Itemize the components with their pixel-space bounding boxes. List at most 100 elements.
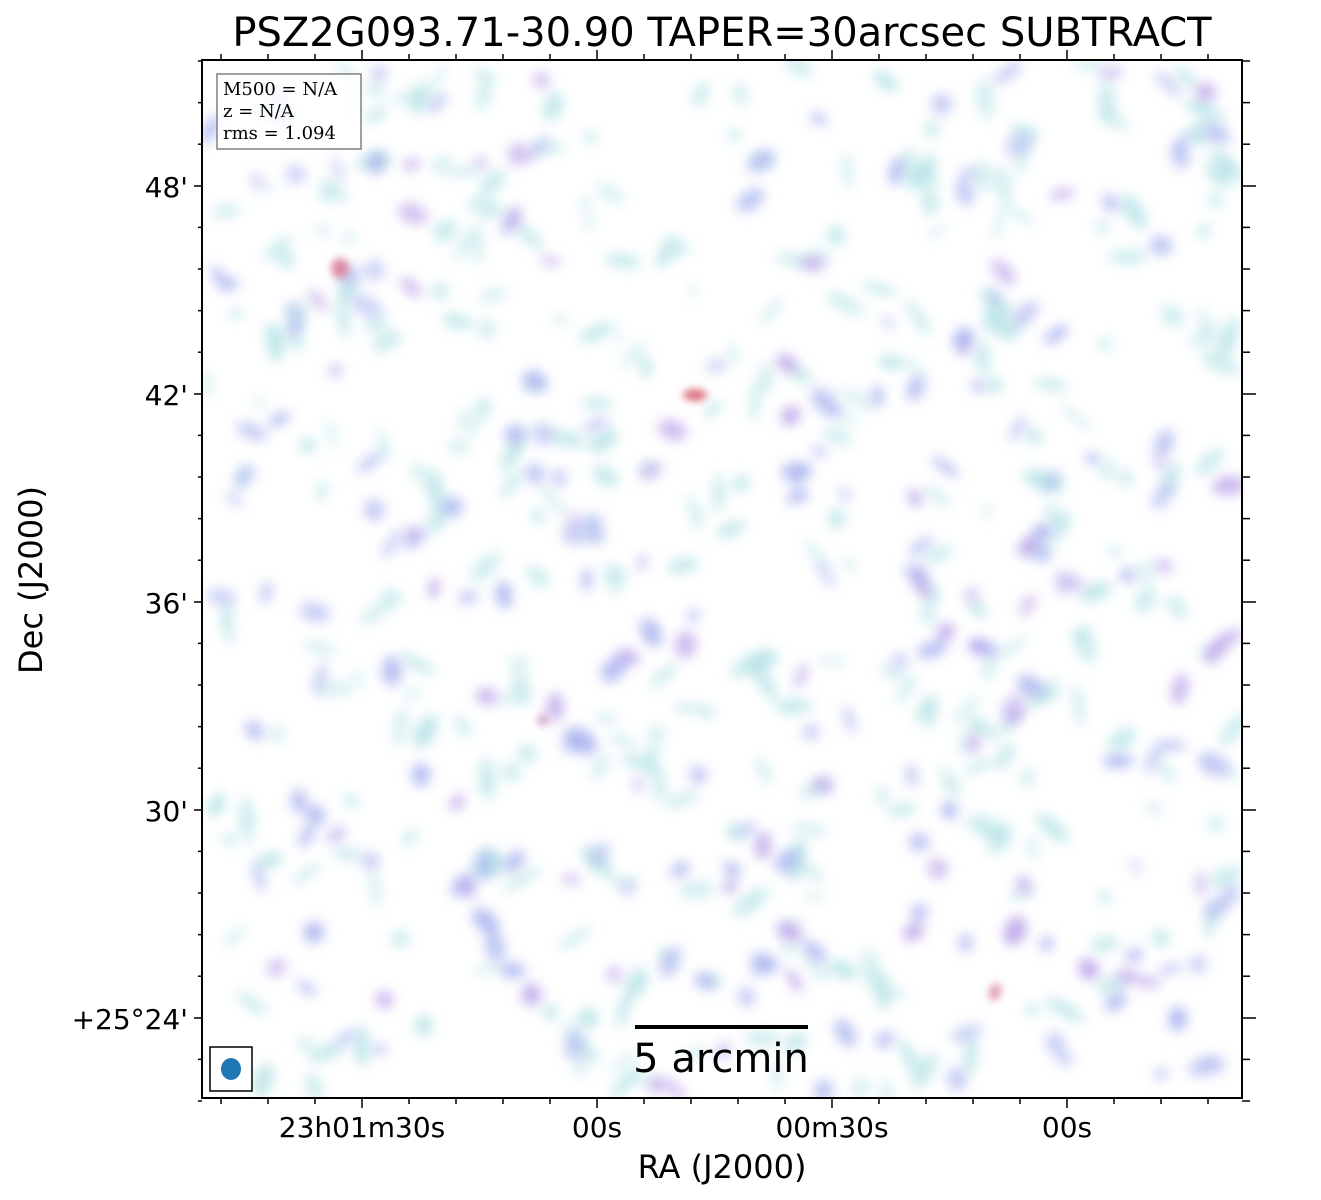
noise-blob: [401, 829, 418, 846]
noise-blob: [896, 675, 918, 704]
y-tick-label-48: 48': [145, 171, 188, 204]
noise-blob: [962, 814, 988, 827]
noise-blob: [792, 461, 808, 492]
noise-blob: [1078, 958, 1099, 980]
noise-blob: [484, 930, 506, 963]
noise-blob: [405, 687, 421, 701]
noise-blob: [460, 877, 475, 898]
noise-blob: [504, 210, 523, 228]
noise-blob: [473, 69, 498, 84]
noise-blob: [373, 1043, 387, 1055]
noise-blob: [793, 662, 809, 690]
y-tick-label-42: 42': [145, 379, 188, 412]
noise-blob: [580, 515, 604, 526]
noise-blob: [1102, 754, 1134, 768]
noise-blob: [1209, 866, 1242, 888]
noise-blob: [523, 370, 548, 392]
noise-blob: [475, 848, 495, 881]
noise-blob: [315, 681, 355, 696]
noise-blob: [1205, 896, 1230, 920]
noise-blob: [226, 491, 243, 508]
noise-blob: [1194, 112, 1229, 125]
noise-blob: [576, 1009, 599, 1028]
noise-blob: [694, 972, 715, 990]
noise-blob: [1005, 133, 1033, 157]
noise-blob: [302, 642, 338, 654]
noise-blob: [952, 327, 974, 351]
x-tick-label-00m00s: 00s: [1042, 1111, 1092, 1144]
noise-blob: [285, 164, 306, 184]
noise-blob: [504, 424, 525, 444]
noise-blob: [972, 161, 992, 193]
noise-blob: [400, 653, 435, 674]
noise-blob: [449, 794, 465, 811]
noise-blob: [399, 276, 422, 298]
noise-blob: [503, 867, 541, 892]
noise-blob: [658, 419, 687, 441]
noise-blob: [537, 482, 566, 517]
noise-blob: [277, 249, 295, 269]
noise-blob: [266, 958, 287, 977]
noise-blob: [403, 156, 420, 173]
noise-blob: [604, 1050, 641, 1074]
axes-frame: [201, 59, 1243, 1099]
noise-blob: [744, 1028, 781, 1048]
noise-blob: [254, 395, 264, 409]
noise-blob: [1205, 1054, 1226, 1073]
noise-blob: [546, 692, 564, 722]
noise-blob: [448, 441, 469, 453]
noise-blob: [1197, 223, 1211, 239]
noise-blob: [1036, 813, 1070, 843]
noise-blob: [688, 765, 708, 785]
noise-blob: [531, 509, 545, 523]
noise-blob: [313, 662, 327, 695]
noise-blob: [706, 358, 726, 373]
noise-blob: [750, 381, 760, 422]
noise-blob: [468, 196, 504, 219]
noise-blob: [712, 473, 726, 513]
noise-blob: [1118, 470, 1134, 487]
noise-blob: [540, 255, 561, 267]
noise-blob: [298, 825, 316, 847]
noise-blob: [336, 296, 350, 340]
noise-blob: [815, 561, 836, 588]
noise-blob: [993, 637, 1028, 659]
noise-blob: [1032, 547, 1053, 562]
noise-blob: [926, 225, 946, 238]
noise-blob: [222, 928, 246, 947]
noise-blob: [823, 426, 853, 446]
noise-blob: [1009, 415, 1026, 441]
noise-blob: [578, 198, 592, 208]
noise-blob: [640, 618, 663, 647]
noise-blob: [791, 824, 829, 834]
noise-blob: [656, 234, 676, 269]
noise-blob: [305, 1072, 323, 1098]
noise-blob: [526, 566, 550, 588]
noise-blob: [561, 874, 582, 885]
noise-blob: [621, 341, 646, 368]
noise-blob: [699, 705, 714, 718]
noise-blob: [581, 567, 593, 591]
noise-blob: [716, 521, 746, 538]
noise-blob: [963, 1035, 977, 1076]
noise-blob: [736, 188, 765, 212]
noise-blob: [752, 662, 776, 702]
noise-blob: [1130, 974, 1162, 989]
noise-blob: [1174, 149, 1191, 170]
noise-blob: [299, 602, 331, 623]
noise-blob: [650, 663, 677, 688]
noise-blob: [359, 602, 390, 624]
noise-blob: [784, 1032, 807, 1054]
noise-blob: [1011, 301, 1039, 327]
noise-blob: [952, 694, 979, 727]
noise-blob: [548, 430, 586, 448]
noise-blob: [988, 983, 1002, 1001]
noise-blob: [970, 637, 986, 652]
noise-blob: [663, 1078, 686, 1098]
noise-blob: [803, 893, 825, 900]
noise-blob: [1003, 916, 1027, 946]
noise-blob: [968, 599, 987, 619]
noise-blob: [994, 165, 1012, 205]
noise-blob: [375, 990, 394, 1009]
noise-blob: [879, 665, 906, 681]
